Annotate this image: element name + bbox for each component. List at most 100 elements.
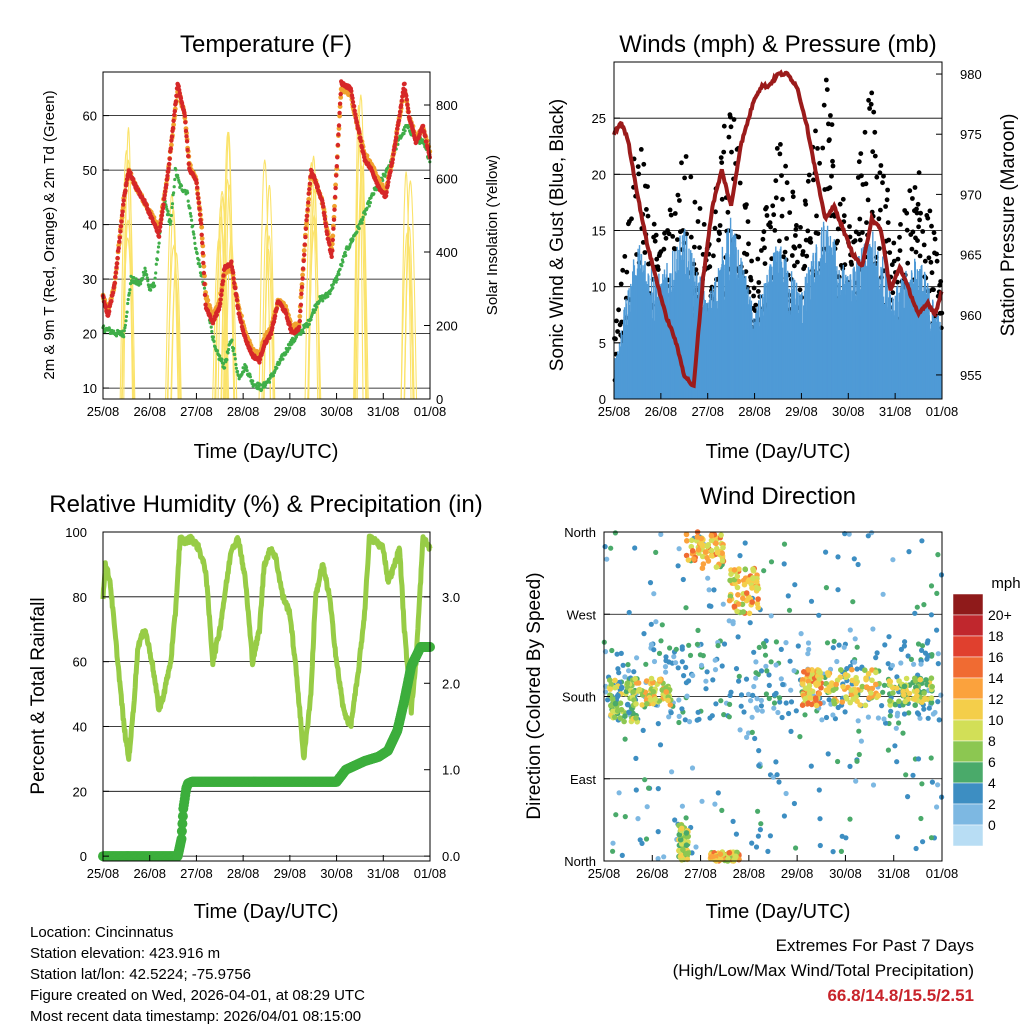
wind-gust-point [869,102,874,107]
wind-gust-point [842,213,847,218]
humidity-plot-frame [103,532,430,861]
direction-point [816,613,821,618]
direction-point [676,563,681,568]
wind-gust-point [752,286,757,291]
direction-point [693,844,698,849]
direction-point [882,642,887,647]
direction-point [799,631,804,636]
direction-point [929,755,934,760]
dewpoint-point [128,288,131,291]
direction-point [716,790,721,795]
temp-2m-point [117,246,121,250]
dewpoint-point [139,282,142,285]
direction-point [634,655,639,660]
temp-2m-point [200,233,204,237]
direction-point [703,686,708,691]
direction-point [890,663,895,668]
dewpoint-point [272,374,275,377]
temp-2m-point [166,166,170,170]
temp-2m-point [115,256,119,260]
dewpoint-point [235,367,238,370]
direction-point [613,812,618,817]
direction-point [690,673,695,678]
temp-2m-point [163,193,167,197]
direction-point [937,717,942,722]
direction-point [686,643,691,648]
dewpoint-point [337,273,340,276]
wind-gust-point [778,152,783,157]
temp-2m-point [202,282,206,286]
direction-point [935,782,940,787]
wind-gust-point [922,243,927,248]
wind-gust-point [802,264,807,269]
wind-gust-point [702,222,707,227]
direction-point [932,710,937,715]
temp-2m-point [302,253,306,257]
direction-point [856,718,861,723]
dewpoint-point [189,212,192,215]
direction-point [921,602,926,607]
direction-point [831,645,836,650]
dewpoint-point [364,213,367,216]
dewpoint-point [187,200,190,203]
wind-gust-point [883,204,888,209]
dewpoint-point [302,331,305,334]
direction-point [649,642,654,647]
temp-2m-point [273,314,277,318]
wind-gust-point [872,130,877,135]
solar-ytick-label: 800 [436,98,458,113]
temp-2m-point [306,200,310,204]
dewpoint-point [216,349,219,352]
direction-point [760,709,765,714]
direction-point [914,846,919,851]
temp-2m-point [119,219,123,223]
temp-2m-point [157,235,161,239]
winds-panel: Winds (mph) & Pressure (mb) 051015202595… [547,31,1019,463]
direction-point [719,808,724,813]
dewpoint-point [146,276,149,279]
wind-gust-point [622,254,627,259]
wind-gust-point [853,238,858,243]
wind-ytick-label: 15 [592,224,606,239]
wind-gust-point [698,206,703,211]
direction-point [661,854,666,859]
temp-2m-point [316,184,320,188]
wind-gust-point [928,209,933,214]
direction-point [771,706,776,711]
dewpoint-point [326,295,329,298]
dewpoint-point [170,214,173,217]
wind-gust-point [675,237,680,242]
dewpoint-point [188,206,191,209]
temp-2m-point [196,196,200,200]
temp-2m-point [174,100,178,104]
direction-point [919,538,924,543]
wind-xtick-label: 26/08 [645,404,678,419]
wind-gust-point [857,159,862,164]
temp-2m-point [239,320,243,324]
wind-gust-point [798,225,803,230]
direction-point [685,694,690,699]
direction-point [774,639,779,644]
direction-point [756,834,761,839]
wind-gust-point [830,122,835,127]
wind-gust-point [676,193,681,198]
wind-gust-point [756,289,761,294]
dewpoint-point [125,315,128,318]
temp-xtick-label: 26/08 [133,404,166,419]
wind-gust-point [729,124,734,129]
direction-point [656,786,661,791]
wind-gust-point [775,146,780,151]
direction-point [672,817,677,822]
temp-2m-point [397,113,401,117]
direction-point [886,634,891,639]
wind-gust-point [817,161,822,166]
temp-2m-point [104,305,108,309]
rh-xtick-label: 30/08 [320,866,353,881]
direction-point [934,591,939,596]
wind-xtick-label: 01/08 [926,404,959,419]
direction-point [835,759,840,764]
direction-point [919,648,924,653]
wind-gust-point [713,226,718,231]
temp-2m-point [203,293,207,297]
